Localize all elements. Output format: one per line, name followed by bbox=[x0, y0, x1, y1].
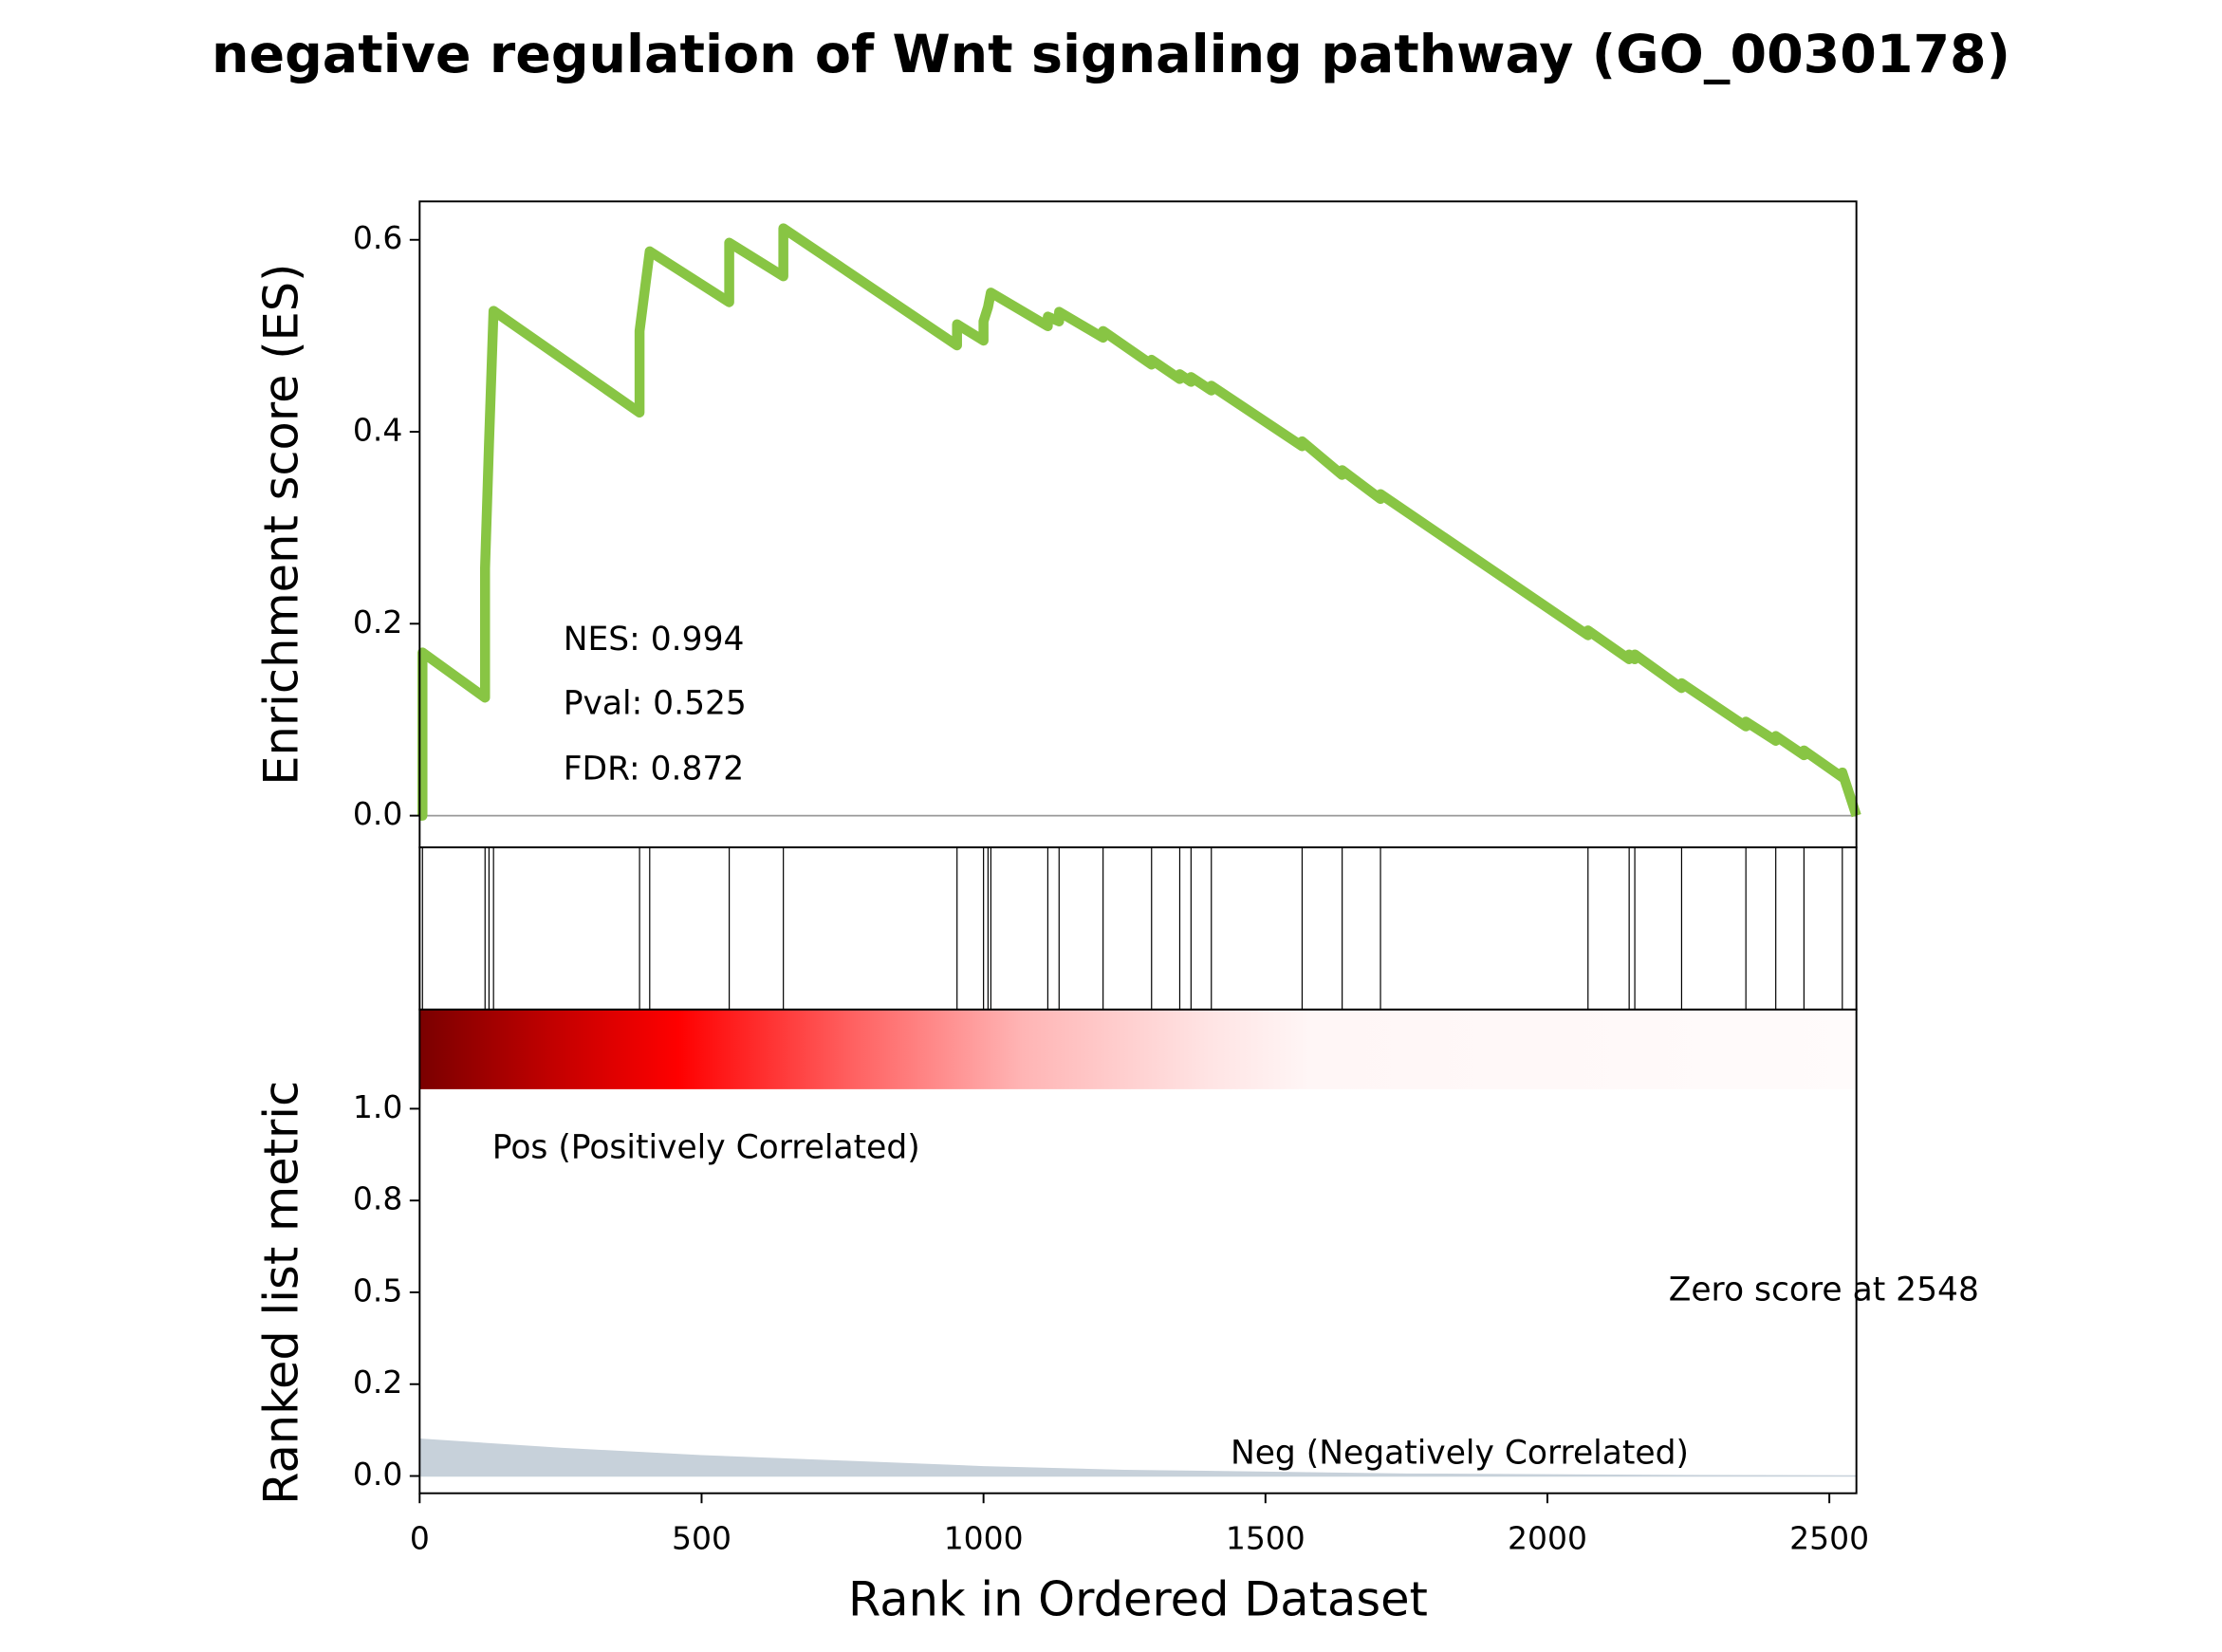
heatmap-bar bbox=[419, 1009, 1857, 1089]
x-tick-label: 2500 bbox=[1789, 1520, 1869, 1557]
y-tick-label: 0.4 bbox=[353, 412, 402, 449]
pos-label: Pos (Positively Correlated) bbox=[492, 1128, 920, 1166]
es-line bbox=[417, 223, 1861, 821]
chart-title: negative regulation of Wnt signaling pat… bbox=[212, 25, 2010, 85]
y-tick-label: 0.0 bbox=[353, 795, 402, 832]
plot-area bbox=[417, 223, 1861, 1477]
metric-frame bbox=[418, 1008, 1858, 1494]
hits-frame bbox=[418, 846, 1858, 1011]
annotation: Pval: 0.525 bbox=[564, 685, 747, 723]
y-axis-label: Ranked list metric bbox=[253, 1081, 308, 1505]
annotation: FDR: 0.872 bbox=[564, 751, 745, 789]
y-tick-label: 0.2 bbox=[353, 603, 402, 640]
y-tick-label: 0.8 bbox=[353, 1180, 402, 1217]
y-tick-label: 1.0 bbox=[353, 1088, 402, 1125]
neg-label: Neg (Negatively Correlated) bbox=[1231, 1435, 1689, 1473]
x-tick-label: 0 bbox=[410, 1520, 430, 1557]
x-tick-label: 1500 bbox=[1226, 1520, 1305, 1557]
y-axis-label: Enrichment score (ES) bbox=[253, 264, 308, 786]
zero-label: Zero score at 2548 bbox=[1669, 1271, 1979, 1309]
x-tick-label: 500 bbox=[672, 1520, 731, 1557]
x-tick-label: 1000 bbox=[944, 1520, 1024, 1557]
y-tick-label: 0.0 bbox=[353, 1456, 402, 1493]
annotation: NES: 0.994 bbox=[564, 621, 745, 659]
y-tick-label: 0.5 bbox=[353, 1271, 402, 1309]
y-tick-label: 0.6 bbox=[353, 219, 402, 256]
y-tick-label: 0.2 bbox=[353, 1364, 402, 1401]
x-axis-label: Rank in Ordered Dataset bbox=[848, 1572, 1428, 1627]
x-tick-label: 2000 bbox=[1508, 1520, 1587, 1557]
